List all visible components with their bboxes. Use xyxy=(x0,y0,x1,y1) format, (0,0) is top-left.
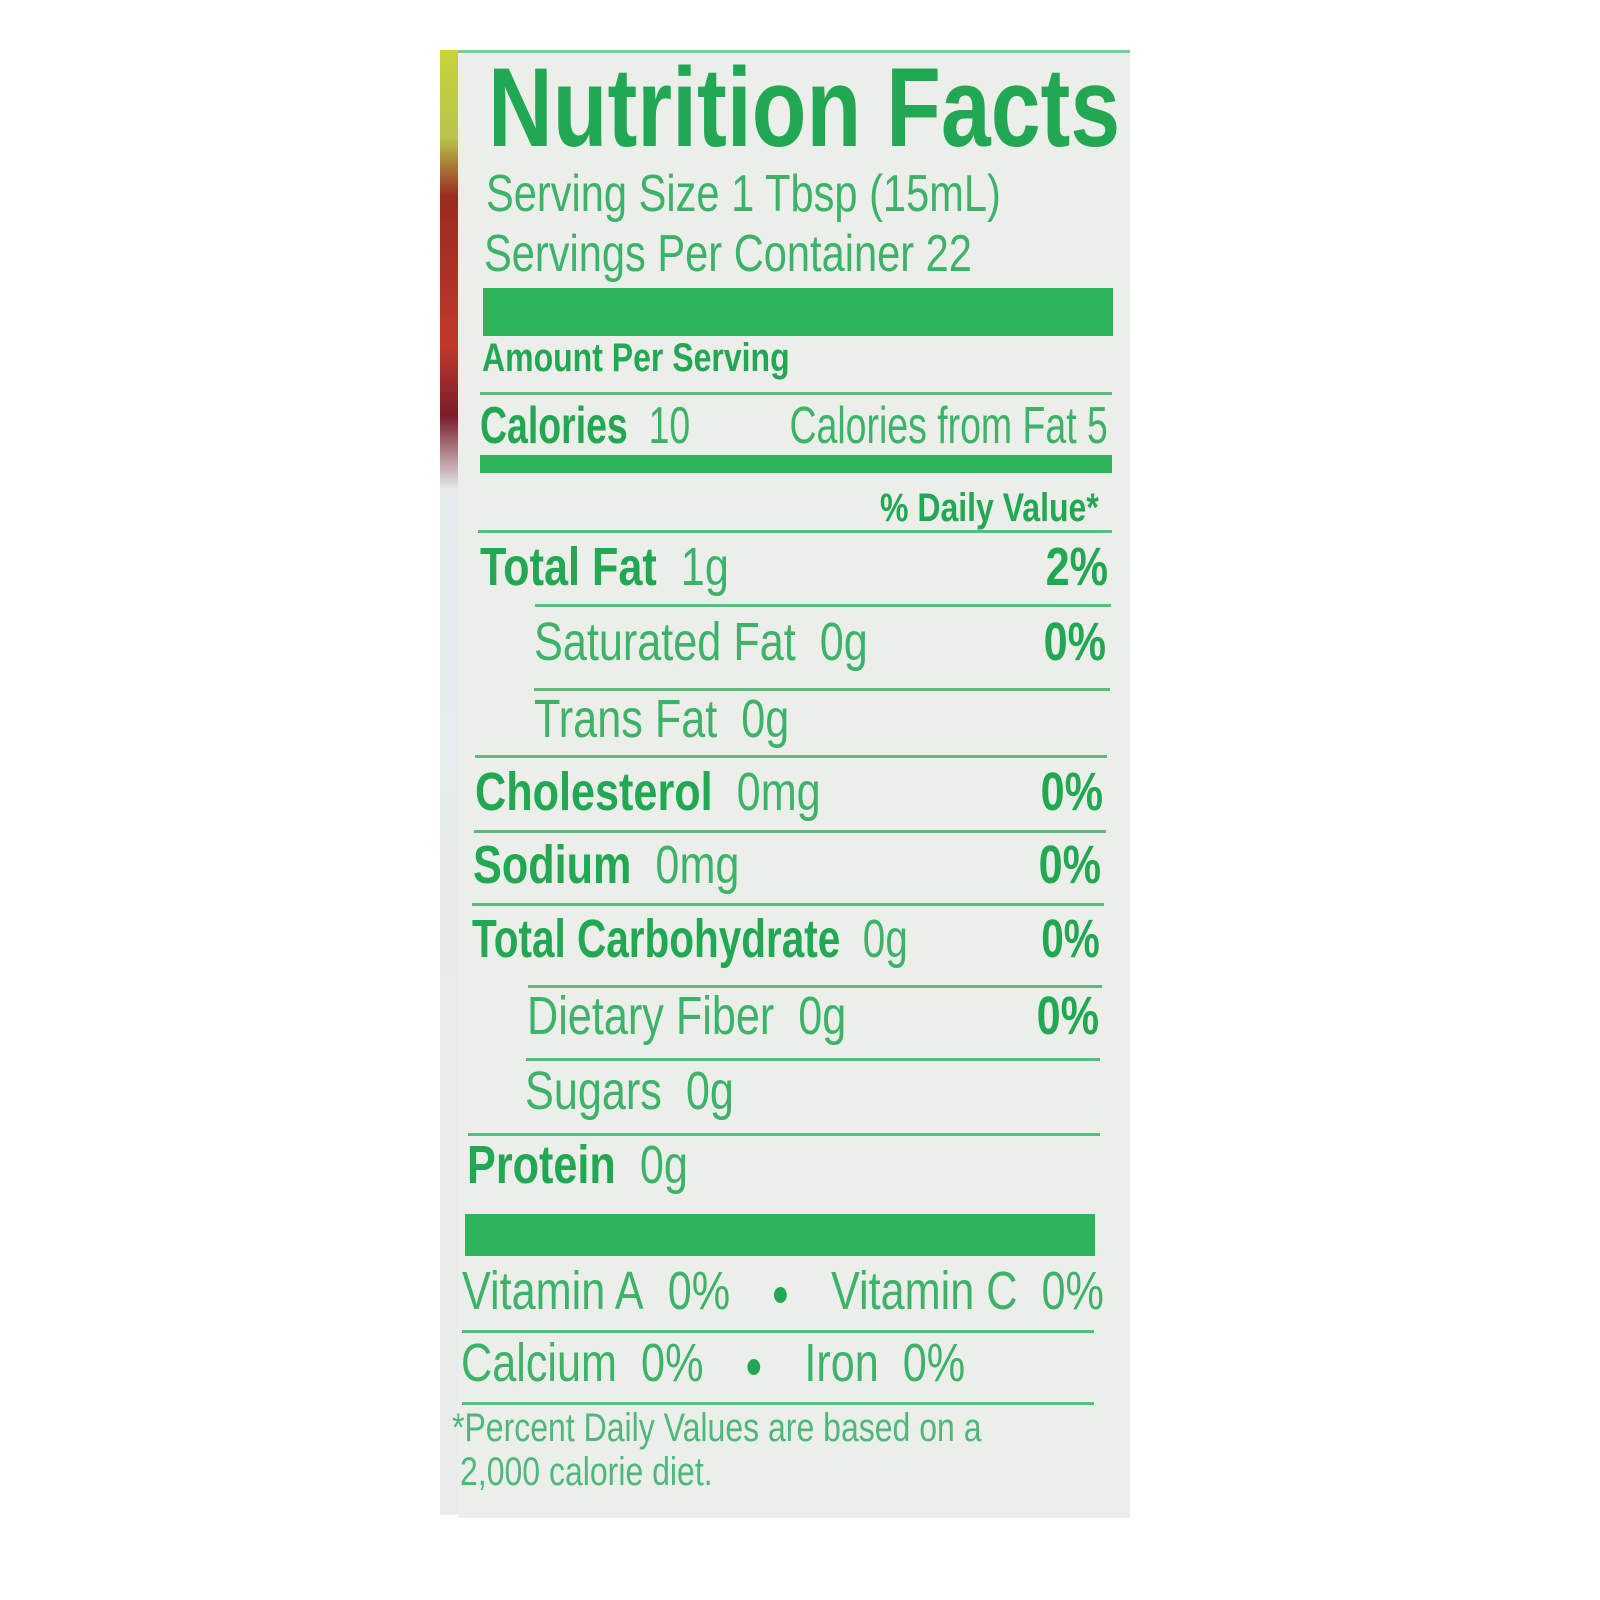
iron-label: Iron xyxy=(804,1333,879,1393)
vitamin-row-2: Calcium 0% Iron 0% xyxy=(461,1336,965,1390)
label-title: Nutrition Facts xyxy=(488,45,1121,170)
nutrient-label: Trans Fat xyxy=(534,689,718,749)
nutrient-dv: 0% xyxy=(1043,612,1106,672)
nutrient-row-protein: Protein 0g xyxy=(467,1138,1095,1192)
nutrient-amount: 0g xyxy=(685,1061,734,1121)
medium-divider xyxy=(480,455,1112,473)
nutrient-amount: 0g xyxy=(639,1135,688,1195)
nutrient-dv: 2% xyxy=(1045,537,1108,597)
nutrient-amount: 0g xyxy=(798,986,847,1046)
nutrient-label: Protein xyxy=(467,1135,616,1195)
divider xyxy=(528,985,1102,988)
divider xyxy=(468,1133,1100,1136)
nutrient-row-total-carbohydrate: Total Carbohydrate 0g 0% xyxy=(472,912,1100,966)
calcium-value: 0% xyxy=(641,1333,704,1393)
bullet-icon xyxy=(774,1286,787,1303)
footnote-line-1: *Percent Daily Values are based on a xyxy=(452,1406,982,1450)
divider xyxy=(535,604,1111,607)
nutrient-amount: 1g xyxy=(680,537,729,597)
vitamin-c-label: Vitamin C xyxy=(830,1261,1018,1321)
calories-from-fat: Calories from Fat 5 xyxy=(789,397,1108,455)
divider xyxy=(526,1058,1100,1061)
vitamin-a-label: Vitamin A xyxy=(462,1261,644,1321)
amount-per-serving: Amount Per Serving xyxy=(482,336,790,380)
divider xyxy=(478,530,1112,533)
calories-label: Calories xyxy=(480,397,628,455)
divider xyxy=(474,830,1106,833)
divider xyxy=(475,755,1107,758)
divider xyxy=(462,1330,1094,1333)
iron-value: 0% xyxy=(902,1333,966,1393)
serving-size: Serving Size 1 Tbsp (15mL) xyxy=(486,165,1001,223)
product-packaging-edge xyxy=(440,50,462,1515)
nutrient-amount: 0g xyxy=(862,909,908,969)
footnote-line-2: 2,000 calorie diet. xyxy=(460,1450,713,1494)
nutrient-dv: 0% xyxy=(1036,986,1099,1046)
nutrient-label: Cholesterol xyxy=(475,762,713,822)
nutrient-dv: 0% xyxy=(1041,909,1100,969)
thick-divider xyxy=(465,1214,1095,1256)
servings-per-container: Servings Per Container 22 xyxy=(484,225,972,283)
nutrient-dv: 0% xyxy=(1038,835,1101,895)
calories-value: 10 xyxy=(648,397,691,455)
thick-divider xyxy=(483,288,1113,336)
nutrient-row-total-fat: Total Fat 1g 2% xyxy=(480,540,1108,594)
nutrient-row-cholesterol: Cholesterol 0mg 0% xyxy=(475,765,1103,819)
divider xyxy=(472,903,1104,906)
nutrient-row-saturated-fat: Saturated Fat 0g 0% xyxy=(534,615,1106,669)
divider xyxy=(534,688,1110,691)
divider xyxy=(462,1402,1094,1405)
nutrient-dv: 0% xyxy=(1040,762,1103,822)
bullet-icon xyxy=(747,1358,761,1375)
nutrient-amount: 0g xyxy=(819,612,868,672)
divider xyxy=(480,392,1112,395)
nutrient-row-dietary-fiber: Dietary Fiber 0g 0% xyxy=(527,989,1099,1043)
nutrient-row-sodium: Sodium 0mg 0% xyxy=(473,838,1101,892)
vitamin-row-1: Vitamin A 0% Vitamin C 0% xyxy=(462,1264,1104,1318)
daily-value-header: % Daily Value* xyxy=(880,486,1099,530)
nutrient-label: Saturated Fat xyxy=(534,612,796,672)
nutrient-label: Sodium xyxy=(473,835,632,895)
calories-row: Calories 10 Calories from Fat 5 xyxy=(480,400,1108,452)
nutrient-row-sugars: Sugars 0g xyxy=(525,1064,1097,1118)
nutrient-amount: 0g xyxy=(741,689,790,749)
nutrient-label: Dietary Fiber xyxy=(527,986,775,1046)
nutrient-label: Total Carbohydrate xyxy=(472,909,841,969)
nutrient-amount: 0mg xyxy=(736,762,821,822)
vitamin-a-value: 0% xyxy=(667,1261,731,1321)
calcium-label: Calcium xyxy=(461,1333,618,1393)
nutrient-amount: 0mg xyxy=(655,835,740,895)
vitamin-c-value: 0% xyxy=(1041,1261,1104,1321)
nutrient-label: Total Fat xyxy=(480,537,657,597)
nutrient-label: Sugars xyxy=(525,1061,662,1121)
nutrient-row-trans-fat: Trans Fat 0g xyxy=(534,692,1106,746)
